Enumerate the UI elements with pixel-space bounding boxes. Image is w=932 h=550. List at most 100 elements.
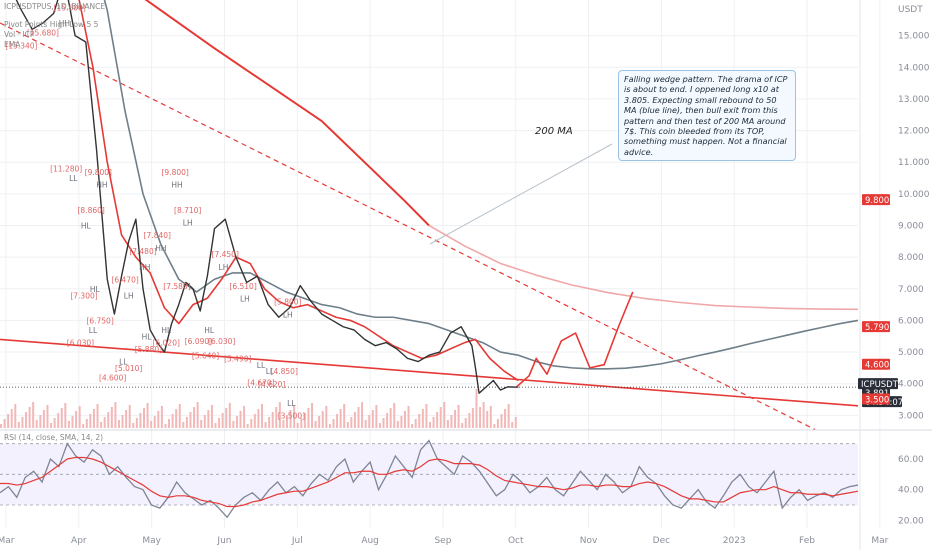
volume-bar xyxy=(432,417,435,428)
volume-bar xyxy=(82,424,85,428)
price-tag-label: 4.600 xyxy=(865,361,889,371)
pivot-label: [4.670] xyxy=(247,378,274,387)
volume-bar xyxy=(3,419,6,428)
header-pivot-indicator: Pivot Points High Low 5 5 xyxy=(4,20,99,29)
volume-bar xyxy=(239,411,242,428)
price-tag-bg xyxy=(862,321,890,333)
price-axis-label: 13.000 xyxy=(898,95,930,105)
volume-bar xyxy=(343,404,346,428)
price-axis-label: 10.000 xyxy=(898,190,930,200)
volume-bar xyxy=(400,416,403,428)
volume-bar xyxy=(286,415,288,428)
volume-bar xyxy=(507,404,510,428)
volume-bar xyxy=(14,404,17,428)
volume-bar xyxy=(500,414,503,428)
volume-bar xyxy=(378,423,381,428)
volume-bar xyxy=(393,403,396,428)
pivot-label: [4.600] xyxy=(99,374,126,383)
pivot-label: [7.580] xyxy=(163,282,190,291)
volume-bar xyxy=(421,409,424,428)
volume-bar xyxy=(143,408,145,428)
volume-bar xyxy=(357,407,360,428)
volume-bar xyxy=(153,416,156,428)
pivot-label: [7.300] xyxy=(70,291,97,300)
volume-bar xyxy=(403,411,406,428)
time-axis-label: Jul xyxy=(291,536,303,546)
time-axis-label: Apr xyxy=(71,536,87,546)
volume-bar xyxy=(42,410,45,428)
volume-bar xyxy=(160,406,163,428)
pivot-label: [7.840] xyxy=(144,231,171,240)
volume-bar xyxy=(253,414,256,428)
volume-bar xyxy=(67,421,70,428)
pivot-label: [3.500] xyxy=(278,412,305,421)
volume-bar xyxy=(371,410,374,428)
rsi-axis-label: 20.00 xyxy=(898,516,924,526)
volume-bar xyxy=(121,415,124,428)
volume-bar xyxy=(171,414,174,428)
rsi-axis-label: 40.00 xyxy=(898,486,924,496)
volume-bar xyxy=(411,424,414,428)
volume-bar xyxy=(189,412,192,428)
price-tag-bg xyxy=(862,194,890,206)
volume-bar xyxy=(228,403,231,428)
volume-bar xyxy=(475,389,478,428)
volume-bar xyxy=(214,423,217,428)
price-axis-label: 6.000 xyxy=(898,316,924,326)
time-axis-label: Mar xyxy=(871,536,888,546)
volume-bar xyxy=(235,416,238,428)
volume-bar xyxy=(264,422,267,428)
wedge-support-line xyxy=(0,338,859,407)
volume-bar xyxy=(150,421,153,428)
price-axis-label: 4.000 xyxy=(898,380,924,390)
volume-bar xyxy=(53,418,56,428)
pivot-label: LL xyxy=(89,326,98,335)
pivot-label: LH xyxy=(219,263,229,272)
volume-bar xyxy=(232,421,235,428)
pivot-label: LL xyxy=(257,361,266,370)
volume-bar xyxy=(207,410,210,428)
pivot-label: LL xyxy=(69,174,78,183)
volume-bar xyxy=(60,408,63,428)
volume-bar xyxy=(396,421,399,428)
ma-200-line xyxy=(403,199,430,227)
volume-bar xyxy=(0,424,2,428)
pivot-label: [15.600] xyxy=(54,3,86,12)
pivot-label: [5.640] xyxy=(192,351,219,360)
pivot-label: [6.750] xyxy=(86,317,113,326)
ma200-label: 200 MA xyxy=(535,126,573,137)
header-symbol: ICPUSDTPUS, 1D, BINANCE xyxy=(4,2,105,11)
volume-bar xyxy=(439,407,442,428)
pivot-label: [6.030] xyxy=(208,337,235,346)
volume-bar xyxy=(303,413,306,428)
volume-bar xyxy=(32,402,35,428)
volume-bar xyxy=(482,402,485,428)
price-axis-label: 14.000 xyxy=(898,63,930,73)
pivot-label: HH xyxy=(96,181,107,190)
wedge-resistance-line xyxy=(0,22,816,431)
price-axis-label: USDT xyxy=(898,5,923,15)
volume-bar xyxy=(135,418,138,428)
pivot-label: LL xyxy=(287,399,296,408)
price-tag-bg xyxy=(862,393,890,405)
pivot-label: [8.710] xyxy=(174,206,201,215)
header-ema: EMA xyxy=(4,40,21,49)
pivot-label: [4.620] xyxy=(258,380,285,389)
volume-bar xyxy=(100,422,103,428)
time-axis-label: 2023 xyxy=(723,536,746,546)
pivot-label: [4.850] xyxy=(271,367,298,376)
pivot-label: [5.800] xyxy=(274,298,301,307)
volume-bar xyxy=(85,419,88,428)
pivot-label: [7.480] xyxy=(129,247,156,256)
pivot-label: [6.020] xyxy=(153,339,180,348)
volume-bar xyxy=(514,417,517,428)
analysis-note[interactable]: Falling wedge pattern. The drama of ICP … xyxy=(618,70,796,162)
time-axis-label: Oct xyxy=(508,536,524,546)
volume-bar xyxy=(114,402,117,428)
volume-bar xyxy=(443,402,446,428)
volume-bar xyxy=(175,409,178,428)
rsi-ma-line xyxy=(0,456,859,508)
volume-bar xyxy=(389,408,392,428)
volume-bar xyxy=(243,406,246,428)
